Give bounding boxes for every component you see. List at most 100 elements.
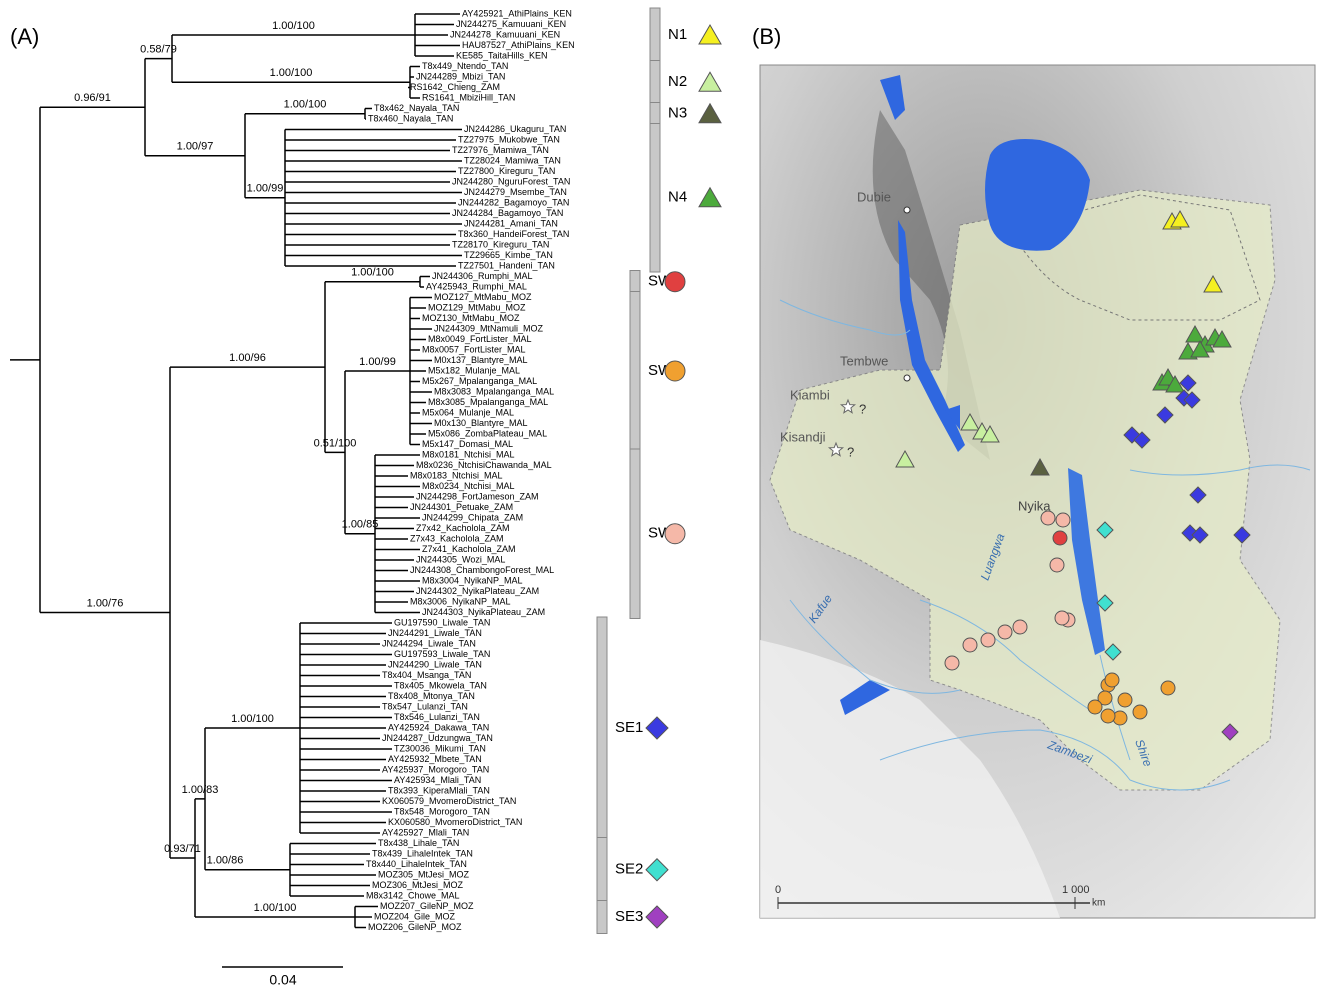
panel-label: (A) bbox=[10, 24, 39, 49]
scale-label: km bbox=[1092, 898, 1105, 909]
scale-label: 1 000 bbox=[1062, 884, 1090, 896]
tip-label: M8x3142_Chowe_MAL bbox=[366, 890, 460, 900]
tip-label: JN244278_Kamuuani_KEN bbox=[450, 29, 560, 39]
clade-label: N4 bbox=[668, 189, 687, 206]
tip-label: M8x0049_FortLister_MAL bbox=[428, 334, 532, 344]
tip-label: RS1642_Chieng_ZAM bbox=[410, 82, 500, 92]
clade-bar bbox=[597, 838, 607, 903]
tip-label: AY425932_Mbete_TAN bbox=[388, 754, 482, 764]
tip-label: T8x546_Lulanzi_TAN bbox=[394, 712, 480, 722]
support-value: 1.00/99 bbox=[247, 183, 284, 195]
map-marker bbox=[1133, 705, 1147, 719]
tip-label: TZ28170_Kireguru_TAN bbox=[452, 239, 549, 249]
clade-bar bbox=[650, 103, 660, 126]
tip-label: M5x267_Mpalanganga_MAL bbox=[422, 376, 537, 386]
tip-label: MOZ207_GileNP_MOZ bbox=[380, 901, 474, 911]
support-value: 1.00/100 bbox=[284, 99, 327, 111]
support-value: 1.00/100 bbox=[272, 20, 315, 32]
support-value: 1.00/99 bbox=[359, 356, 396, 368]
tip-label: TZ27975_Mukobwe_TAN bbox=[458, 134, 560, 144]
map-marker bbox=[1056, 513, 1070, 527]
tip-label: GU197593_Liwale_TAN bbox=[394, 649, 490, 659]
tip-label: T8x438_Lihale_TAN bbox=[378, 838, 459, 848]
map-marker bbox=[945, 656, 959, 670]
support-value: 1.00/100 bbox=[270, 67, 313, 79]
clade-symbol bbox=[646, 717, 668, 739]
tip-label: T8x393_KiperaMlali_TAN bbox=[388, 785, 490, 795]
tip-label: MOZ206_GileNP_MOZ bbox=[368, 922, 462, 932]
support-value: 1.00/96 bbox=[229, 352, 266, 364]
support-value: 0.51/100 bbox=[314, 437, 357, 449]
clade-label: N1 bbox=[668, 26, 687, 43]
clade-bar bbox=[630, 271, 640, 294]
map-marker bbox=[1118, 693, 1132, 707]
clade-bar bbox=[630, 449, 640, 619]
map-marker bbox=[1041, 511, 1055, 525]
clade-label: N3 bbox=[668, 105, 687, 122]
map-marker bbox=[998, 625, 1012, 639]
map-marker bbox=[963, 638, 977, 652]
clade-symbol bbox=[699, 104, 721, 123]
tip-label: JN244298_FortJameson_ZAM bbox=[416, 491, 539, 501]
support-value: 1.00/100 bbox=[254, 902, 297, 914]
tip-label: JN244294_Liwale_TAN bbox=[382, 638, 476, 648]
support-value: 1.00/86 bbox=[207, 855, 244, 867]
tip-label: AY425924_Dakawa_TAN bbox=[388, 722, 489, 732]
tip-label: T8x547_Lulanzi_TAN bbox=[382, 701, 468, 711]
tip-label: Z7x43_Kacholola_ZAM bbox=[410, 533, 504, 543]
tip-label: AY425927_Mlali_TAN bbox=[382, 827, 469, 837]
tip-label: JN244282_Bagamoyo_TAN bbox=[458, 197, 569, 207]
clade-symbol bbox=[699, 188, 721, 207]
tip-label: RS1641_MbiziHill_TAN bbox=[422, 92, 515, 102]
tip-label: T8x360_HandeiForest_TAN bbox=[458, 229, 569, 239]
tip-label: JN244280_NguruForest_TAN bbox=[452, 176, 570, 186]
tip-label: T8x449_Ntendo_TAN bbox=[422, 61, 508, 71]
tip-label: T8x460_Nayala_TAN bbox=[368, 113, 453, 123]
tip-label: TZ28024_Mamiwa_TAN bbox=[464, 155, 561, 165]
tip-label: JN244289_Mbizi_TAN bbox=[416, 71, 505, 81]
tip-label: JN244279_Msembe_TAN bbox=[464, 187, 567, 197]
tip-label: JN244281_Amani_TAN bbox=[464, 218, 558, 228]
tip-label: MOZ130_MtMabu_MOZ bbox=[422, 313, 520, 323]
tip-label: M5x064_Mulanje_MAL bbox=[422, 407, 514, 417]
tip-label: T8x548_Morogoro_TAN bbox=[394, 806, 490, 816]
clade-symbol bbox=[699, 25, 721, 44]
support-value: 0.96/91 bbox=[74, 92, 111, 104]
support-value: 1.00/97 bbox=[177, 141, 214, 153]
tip-label: JN244287_Udzungwa_TAN bbox=[382, 733, 493, 743]
clade-bar bbox=[597, 617, 607, 839]
clade-symbol bbox=[665, 361, 685, 381]
support-value: 0.58/79 bbox=[140, 44, 177, 56]
tip-label: KE585_TaitaHills_KEN bbox=[456, 50, 548, 60]
clade-bar bbox=[650, 8, 660, 62]
tip-label: JN244305_Wozi_MAL bbox=[416, 554, 505, 564]
tip-label: JN244309_MtNamuli_MOZ bbox=[434, 323, 544, 333]
tip-label: AY425921_AthiPlains_KEN bbox=[462, 8, 572, 18]
tip-label: T8x462_Nayala_TAN bbox=[374, 103, 459, 113]
place-dot bbox=[904, 207, 910, 213]
tip-label: HAU87527_AthiPlains_KEN bbox=[462, 40, 575, 50]
map-marker bbox=[1013, 620, 1027, 634]
tip-label: TZ30036_Mikumi_TAN bbox=[394, 743, 486, 753]
tip-label: JN244302_NyikaPlateau_ZAM bbox=[416, 586, 539, 596]
tree: AY425921_AthiPlains_KENJN244275_Kamuuani… bbox=[10, 8, 721, 934]
tip-label: JN244303_NyikaPlateau_ZAM bbox=[422, 607, 545, 617]
tip-label: M8x3085_Mpalanganga_MAL bbox=[428, 397, 548, 407]
tip-label: M8x0183_Ntchisi_MAL bbox=[410, 470, 503, 480]
map-marker bbox=[1055, 611, 1069, 625]
tip-label: JN244275_Kamuuani_KEN bbox=[456, 19, 566, 29]
tip-label: JN244301_Petuake_ZAM bbox=[410, 502, 513, 512]
tip-label: TZ27501_Handeni_TAN bbox=[458, 260, 555, 270]
tip-label: T8x440_LihaleIntek_TAN bbox=[366, 859, 467, 869]
tip-label: MOZ127_MtMabu_MOZ bbox=[434, 292, 532, 302]
tip-label: M8x3004_NyikaNP_MAL bbox=[422, 575, 523, 585]
tip-label: JN244286_Ukaguru_TAN bbox=[464, 124, 566, 134]
tip-label: TZ27976_Mamiwa_TAN bbox=[452, 145, 549, 155]
tip-label: MOZ306_MtJesi_MOZ bbox=[372, 880, 464, 890]
tip-label: JN244308_ChambongoForest_MAL bbox=[410, 565, 554, 575]
map-marker bbox=[1088, 700, 1102, 714]
clade-bar bbox=[597, 901, 607, 934]
support-value: 1.00/83 bbox=[182, 784, 219, 796]
tip-label: M8x0234_Ntchisi_MAL bbox=[422, 481, 515, 491]
tip-label: T8x439_LihaleIntek_TAN bbox=[372, 848, 473, 858]
